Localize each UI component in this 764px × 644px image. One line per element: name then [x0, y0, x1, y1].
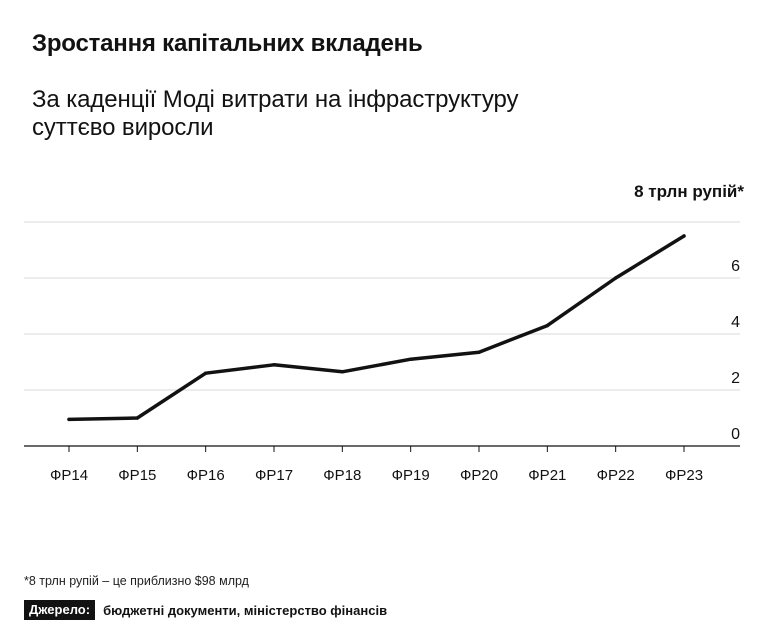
data-point	[135, 416, 140, 420]
footnote: *8 трлн рупій – це приблизно $98 млрд	[24, 574, 249, 588]
data-point	[545, 323, 550, 328]
data-point	[340, 370, 345, 374]
chart-subtitle: За каденції Моді витрати на інфраструкту…	[32, 86, 519, 141]
x-tick-label: ФР16	[187, 467, 225, 484]
series-line-layer	[67, 234, 686, 422]
data-point	[67, 417, 71, 422]
x-axis-ticks: ФР14 ФР15 ФР16 ФР17 ФР18 ФР19 ФР20 ФР21 ФР22 ФР23	[50, 446, 703, 484]
y-tick-label: 2	[731, 370, 740, 387]
chart-title: Зростання капітальних вкладень	[32, 30, 423, 57]
x-tick-label: ФР19	[392, 467, 430, 484]
data-point	[272, 363, 276, 367]
x-tick-label: ФР20	[460, 467, 498, 484]
x-tick-label: ФР14	[50, 467, 88, 484]
data-point	[682, 234, 686, 238]
x-tick-label: ФР22	[597, 467, 635, 484]
source-credit: Джерело: бюджетні документи, міністерств…	[24, 600, 387, 620]
gridlines	[24, 221, 740, 391]
y-axis-ticks: 0 2 4 6	[731, 258, 740, 443]
data-point	[203, 371, 208, 375]
data-point	[408, 357, 413, 361]
x-tick-label: ФР21	[528, 467, 566, 484]
data-point	[477, 350, 481, 354]
y-tick-label: 0	[731, 426, 740, 443]
data-point	[613, 276, 618, 280]
y-axis-unit-label: 8 трлн рупій*	[634, 182, 744, 201]
x-tick-label: ФР17	[255, 467, 293, 484]
x-tick-label: ФР23	[665, 467, 703, 484]
capex-series-line	[67, 234, 686, 422]
y-tick-label: 6	[731, 258, 740, 275]
source-label: Джерело:	[24, 600, 96, 620]
x-tick-label: ФР18	[323, 467, 361, 484]
x-tick-label: ФР15	[118, 467, 156, 484]
y-tick-label: 4	[731, 314, 740, 331]
source-text: бюджетні документи, міністерство фінансі…	[103, 602, 388, 618]
